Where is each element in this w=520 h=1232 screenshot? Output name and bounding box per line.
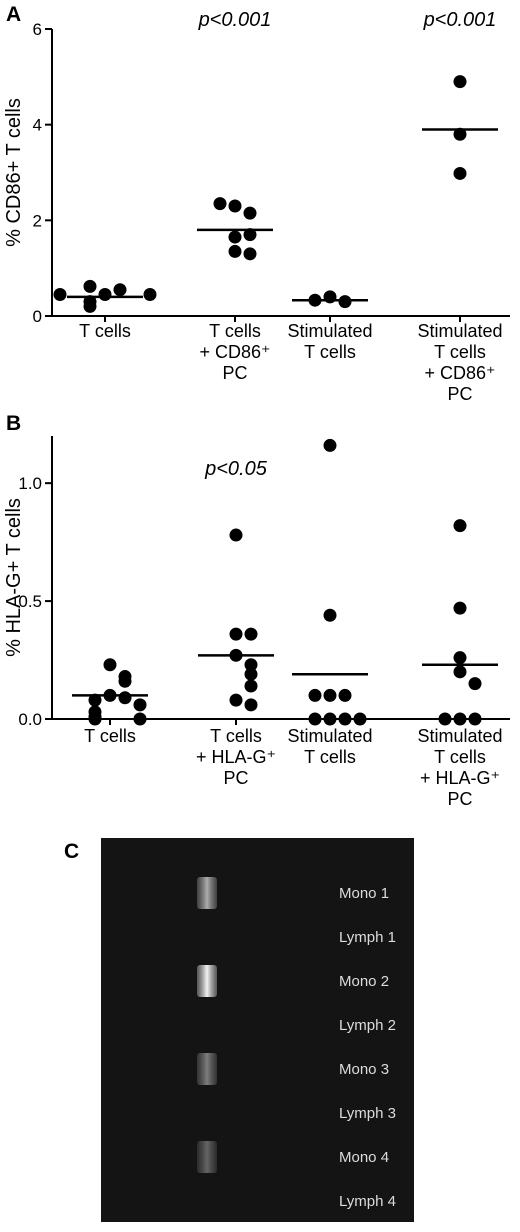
data-point xyxy=(308,712,322,726)
data-point xyxy=(308,688,322,702)
data-point xyxy=(323,712,337,726)
data-point xyxy=(323,438,337,452)
x-category-label: Stimulated T cells + CD86⁺ PC xyxy=(417,321,502,404)
panel-c-letter: C xyxy=(64,840,79,863)
data-point xyxy=(323,688,337,702)
gel-band xyxy=(197,877,217,909)
data-point xyxy=(118,674,132,688)
y-tick-label: 4 xyxy=(33,116,42,135)
x-category-label: Stimulated T cells + HLA-G⁺ PC xyxy=(417,726,502,809)
data-point xyxy=(353,712,367,726)
data-point xyxy=(453,601,467,615)
data-point xyxy=(244,698,258,712)
panel-a-letter: A xyxy=(6,3,21,26)
data-point xyxy=(438,712,452,726)
data-point xyxy=(228,199,242,213)
gel-lane-label: Lymph 1 xyxy=(339,929,396,946)
panel-a-chart: A 0 2 4 6 % CD86+ T cells T cells T cells + CD8… xyxy=(3,3,510,404)
data-point xyxy=(53,287,67,301)
data-point xyxy=(113,283,127,297)
data-point xyxy=(133,712,147,726)
data-point xyxy=(88,712,102,726)
data-point xyxy=(143,287,157,301)
data-point xyxy=(453,712,467,726)
gel-lane-label: Mono 4 xyxy=(339,1149,389,1166)
x-category-label: T cells + HLA-G⁺ PC xyxy=(196,726,276,788)
p-value-annotation: p<0.001 xyxy=(423,9,497,31)
gel-image xyxy=(101,838,414,1222)
data-point xyxy=(244,667,258,681)
data-point xyxy=(244,658,258,672)
gel-band xyxy=(197,965,217,997)
data-point xyxy=(83,279,97,293)
panel-b-letter: B xyxy=(6,412,21,435)
y-tick-label: 0.5 xyxy=(18,592,42,611)
y-tick-label: 2 xyxy=(33,211,42,230)
data-point xyxy=(213,197,227,211)
gel-lane-label: Lymph 2 xyxy=(339,1017,396,1034)
data-point xyxy=(323,608,337,622)
data-point xyxy=(98,287,112,301)
gel-lane-label: Lymph 3 xyxy=(339,1105,396,1122)
data-point xyxy=(453,166,467,180)
y-axis-label: % CD86+ T cells xyxy=(3,98,25,247)
data-point xyxy=(118,691,132,705)
data-point xyxy=(133,698,147,712)
data-point xyxy=(453,651,467,665)
y-tick-label: 0 xyxy=(33,307,42,326)
gel-band xyxy=(197,1141,217,1173)
data-point xyxy=(228,244,242,258)
panel-b-chart: B 0.0 0.5 1.0 % HLA-G+ T cells T cells T cell… xyxy=(3,412,510,809)
gel-lane-label: Mono 3 xyxy=(339,1061,389,1078)
data-point xyxy=(338,712,352,726)
gel-band xyxy=(197,1053,217,1085)
data-point xyxy=(103,658,117,672)
x-category-label: Stimulated T cells xyxy=(287,321,372,362)
y-tick-label: 1.0 xyxy=(18,474,42,493)
data-point xyxy=(243,228,257,242)
p-value-annotation: p<0.05 xyxy=(204,458,268,480)
data-point xyxy=(338,688,352,702)
data-point xyxy=(229,627,243,641)
data-point xyxy=(453,665,467,679)
gel-lane-label: Lymph 4 xyxy=(339,1193,396,1210)
p-value-annotation: p<0.001 xyxy=(198,9,272,31)
x-category-label: T cells xyxy=(79,321,131,341)
data-point xyxy=(83,299,97,313)
data-point xyxy=(453,519,467,533)
data-point xyxy=(244,627,258,641)
data-point xyxy=(229,528,243,542)
data-point xyxy=(243,247,257,261)
data-point xyxy=(229,693,243,707)
data-point xyxy=(244,679,258,693)
data-point xyxy=(453,127,467,141)
data-point xyxy=(228,230,242,244)
gel-lane-label: Mono 1 xyxy=(339,885,389,902)
y-axis-label: % HLA-G+ T cells xyxy=(3,498,25,657)
gel-lane-label: Mono 2 xyxy=(339,973,389,990)
x-category-label: Stimulated T cells xyxy=(287,726,372,767)
x-category-label: T cells xyxy=(84,726,136,746)
y-tick-label: 6 xyxy=(33,20,42,39)
data-point xyxy=(453,75,467,89)
data-point xyxy=(243,206,257,220)
y-tick-label: 0.0 xyxy=(18,710,42,729)
data-point xyxy=(338,295,352,309)
x-category-label: T cells + CD86⁺ PC xyxy=(199,321,270,383)
data-point xyxy=(468,712,482,726)
panel-c-gel: C Mono 1 Lymph 1 Mono 2 Lymph 2 Mono 3 Lymph … xyxy=(64,838,414,1222)
data-point xyxy=(468,677,482,691)
data-point xyxy=(88,693,102,707)
